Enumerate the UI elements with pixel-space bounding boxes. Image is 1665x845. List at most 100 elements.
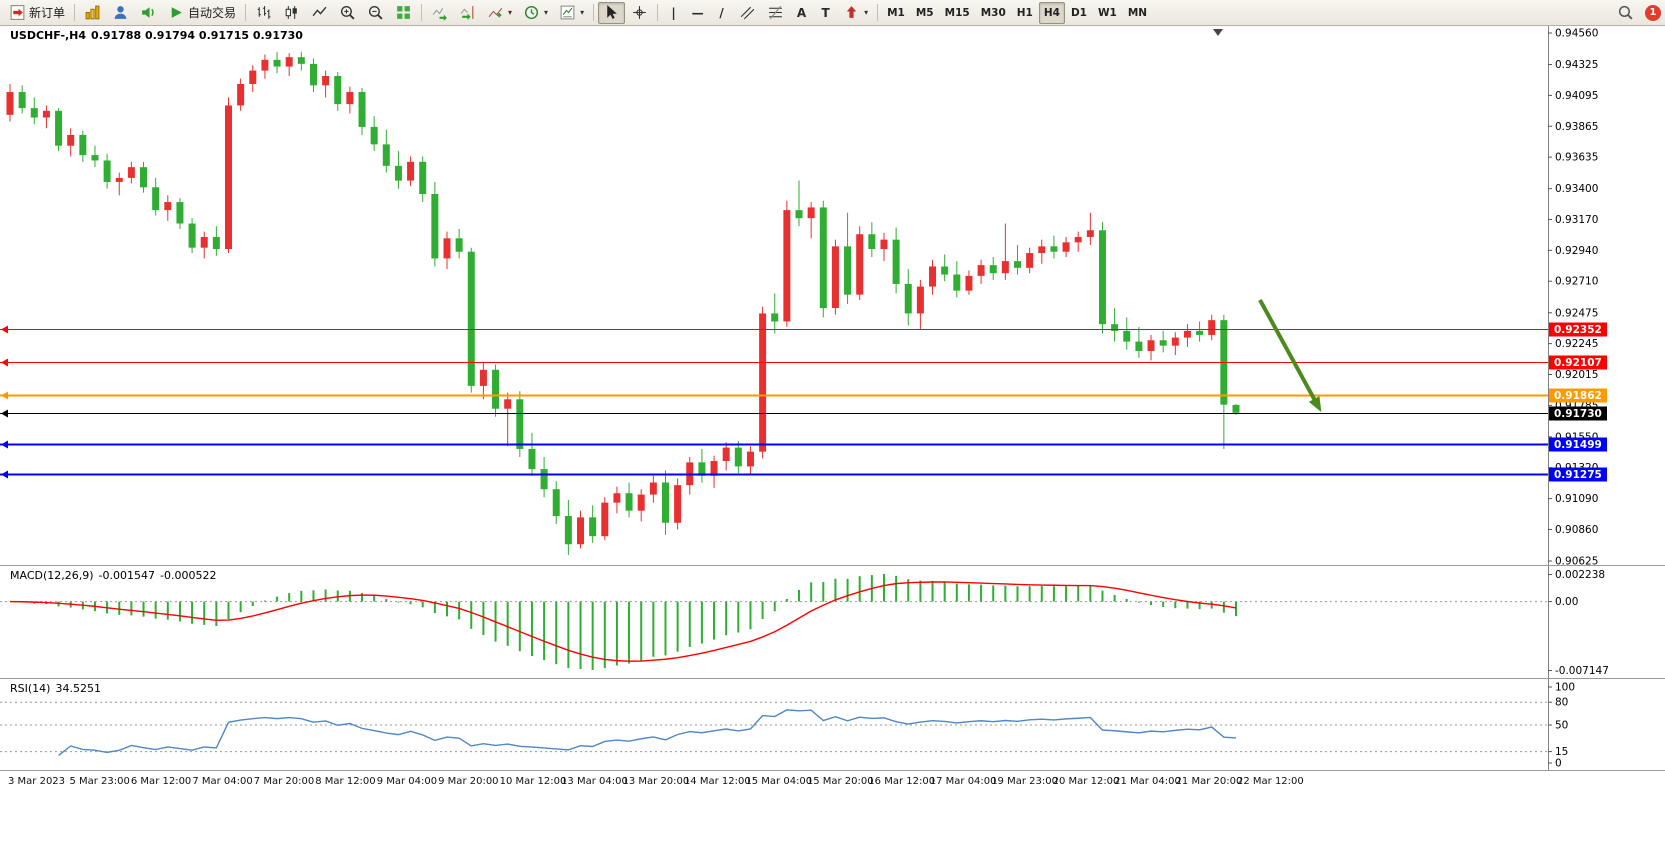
svg-text:0: 0	[1555, 758, 1562, 770]
search-icon	[1617, 4, 1634, 21]
time-axis-label: 19 Mar 23:00	[991, 776, 1058, 787]
trendline-tool-button[interactable]: /	[710, 2, 733, 24]
macd-main-value: -0.001547	[98, 569, 156, 582]
time-axis[interactable]: 3 Mar 2023 5 Mar 23:00 6 Mar 12:00 7 Mar 04…	[0, 770, 1665, 794]
svg-text:0.92710: 0.92710	[1555, 276, 1598, 288]
new-order-button[interactable]: 新订单	[4, 2, 70, 24]
zoom-out-button[interactable]	[362, 2, 389, 24]
cursor-button[interactable]	[598, 1, 626, 24]
price-badge-support-1	[1549, 437, 1607, 452]
profile-icon	[112, 4, 129, 21]
svg-text:0.91862: 0.91862	[1554, 390, 1602, 402]
profiles-button[interactable]	[107, 2, 134, 24]
clock-icon	[523, 4, 540, 21]
time-axis-label: 15 Mar 20:00	[806, 776, 874, 787]
indicators-button[interactable]: ▾	[482, 2, 517, 24]
templates-button[interactable]: ▾	[554, 2, 589, 24]
time-axis-label: 14 Mar 12:00	[683, 776, 751, 787]
rsi-canvas[interactable]: 100 80 50 150	[0, 679, 1665, 770]
price-badge-resistance-1	[1549, 322, 1607, 337]
candlestick-chart-button[interactable]	[278, 2, 305, 24]
alerts-button[interactable]	[135, 2, 162, 24]
dropdown-caret: ▾	[508, 8, 513, 17]
timeframe-button-h4[interactable]: H4	[1038, 1, 1065, 24]
trend-arrow-annotation[interactable]	[1258, 299, 1322, 413]
tile-windows-button[interactable]	[390, 2, 417, 24]
timeframe-button-m5[interactable]: M5	[911, 2, 939, 24]
text-tool-icon: A	[796, 5, 807, 20]
template-icon	[559, 4, 576, 21]
svg-text:0.90625: 0.90625	[1555, 556, 1598, 566]
main-chart-canvas[interactable]: 0.94560 0.94325 0.94095 0.93865 0.93635 0.934…	[0, 26, 1665, 565]
timeframe-button-mn[interactable]: MN	[1123, 2, 1152, 24]
svg-text:0.91275: 0.91275	[1554, 469, 1602, 481]
crosshair-button[interactable]	[626, 2, 653, 24]
chart-symbol-period: USDCHF-,H4	[10, 29, 87, 42]
channel-icon	[739, 4, 756, 21]
price-badge-current-price	[1549, 406, 1607, 421]
notification-badge[interactable]: 1	[1645, 4, 1661, 21]
price-badge-pivot-line	[1549, 388, 1607, 403]
text-label-tool-button[interactable]: T	[814, 2, 837, 24]
zoom-in-button[interactable]	[334, 2, 361, 24]
chart-shift-marker[interactable]	[1213, 29, 1223, 36]
horizontal-line-icon: —	[691, 5, 704, 20]
bar-chart-button[interactable]	[250, 2, 277, 24]
svg-text:0.92940: 0.92940	[1555, 245, 1598, 257]
timeframe-group: M1 M5 M15 M30 H1 H4 D1 W1 MN	[882, 1, 1152, 24]
level-marker-resistance-1	[1, 325, 8, 334]
autotrading-label: 自动交易	[188, 6, 237, 20]
arrows-tool-button[interactable]: ▾	[838, 2, 873, 24]
price-badge-resistance-2	[1549, 355, 1607, 370]
toolbar-right-group: 1	[1612, 2, 1661, 24]
price-axis[interactable]: 0.94560 0.94325 0.94095 0.93865 0.93635 0.934…	[1548, 28, 1598, 566]
time-axis-label: 15 Mar 04:00	[745, 776, 813, 787]
arrow-shape-icon	[843, 4, 860, 21]
search-button[interactable]	[1612, 2, 1639, 24]
candlestick-icon	[283, 4, 300, 21]
timeframe-button-m1[interactable]: M1	[882, 2, 910, 24]
candles-group	[6, 51, 1240, 555]
timeframe-button-h1[interactable]: H1	[1012, 2, 1038, 24]
svg-text:0.91499: 0.91499	[1554, 439, 1602, 451]
fibonacci-tool-button[interactable]	[762, 2, 789, 24]
text-tool-button[interactable]: A	[790, 2, 813, 24]
autotrading-button[interactable]: 自动交易	[163, 2, 241, 24]
bar-chart-icon	[255, 4, 272, 21]
time-axis-label: 21 Mar 20:00	[1175, 776, 1243, 787]
rsi-pane[interactable]: 100 80 50 15 0 RSI(14) 34.5251	[0, 678, 1665, 770]
timeframe-button-w1[interactable]: W1	[1093, 2, 1122, 24]
macd-canvas[interactable]: 0.002238 0.00 -0.007147	[0, 566, 1665, 678]
macd-pane[interactable]: 0.002238 0.00 -0.007147 MACD(12,26,9) -0.00…	[0, 565, 1665, 678]
svg-text:80: 80	[1555, 697, 1568, 709]
timeframe-button-m15[interactable]: M15	[940, 2, 975, 24]
svg-text:15: 15	[1555, 746, 1568, 758]
timeframe-button-d1[interactable]: D1	[1066, 2, 1092, 24]
zoom-in-icon	[339, 4, 356, 21]
time-axis-label: 9 Mar 04:00	[376, 776, 438, 787]
rsi-name: RSI(14)	[10, 682, 51, 695]
chart-list-button[interactable]	[79, 2, 106, 24]
autotrading-play-icon	[168, 4, 185, 21]
bottom-filler	[0, 794, 1665, 845]
chart-shift-button[interactable]	[454, 2, 481, 24]
time-axis-label: 16 Mar 12:00	[868, 776, 936, 787]
vertical-line-tool-button[interactable]: |	[662, 2, 685, 24]
svg-text:0.93635: 0.93635	[1555, 152, 1598, 164]
chart-window: 0.94560 0.94325 0.94095 0.93865 0.93635 0.934…	[0, 26, 1665, 845]
periods-button[interactable]: ▾	[518, 2, 553, 24]
horizontal-line-tool-button[interactable]: —	[686, 2, 709, 24]
timeframe-button-m30[interactable]: M30	[976, 2, 1011, 24]
time-axis-label: 13 Mar 04:00	[561, 776, 628, 787]
separator	[245, 4, 247, 21]
auto-scroll-icon	[431, 4, 448, 21]
svg-text:0.93400: 0.93400	[1555, 183, 1598, 195]
svg-text:0.92352: 0.92352	[1554, 324, 1602, 336]
channel-tool-button[interactable]	[734, 2, 761, 24]
chart-ohlc-values: 0.91788 0.91794 0.91715 0.91730	[91, 29, 303, 42]
svg-text:0.90860: 0.90860	[1555, 524, 1598, 536]
main-chart-pane[interactable]: 0.94560 0.94325 0.94095 0.93865 0.93635 0.934…	[0, 26, 1665, 565]
fibonacci-icon	[767, 4, 784, 21]
auto-scroll-button[interactable]	[426, 2, 453, 24]
line-chart-button[interactable]	[306, 2, 333, 24]
